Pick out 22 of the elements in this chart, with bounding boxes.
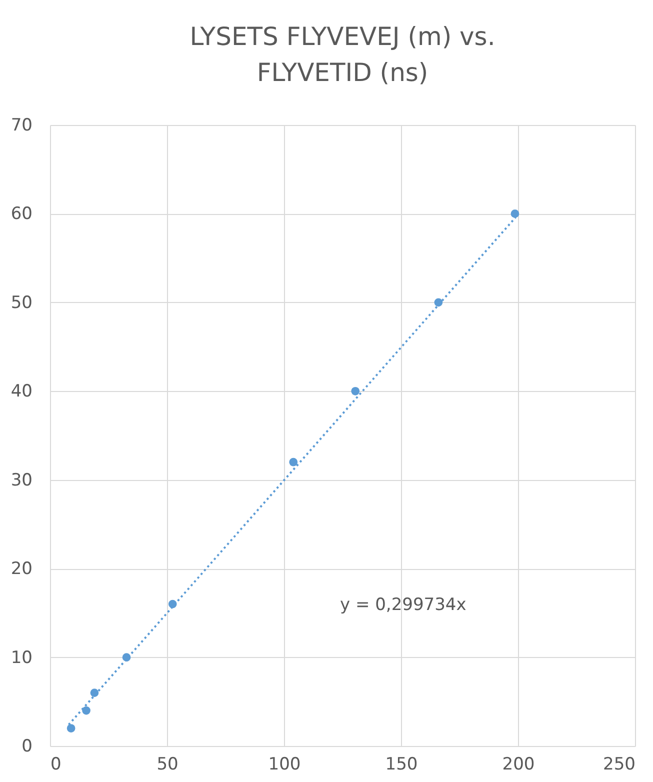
y-tick-label: 60 bbox=[10, 204, 32, 224]
y-tick-label: 40 bbox=[10, 382, 32, 402]
point bbox=[351, 386, 360, 396]
x-tick-label: 200 bbox=[502, 754, 535, 774]
y-tick-label: 20 bbox=[10, 559, 32, 580]
y-tick-label: 0 bbox=[22, 736, 32, 756]
x-tick-label: 100 bbox=[268, 754, 301, 774]
y-tick-label: 30 bbox=[10, 470, 32, 490]
point bbox=[82, 706, 90, 715]
x-tick-label: 250 bbox=[603, 754, 636, 774]
point bbox=[90, 688, 99, 697]
annotation: y = 0,299734x bbox=[340, 595, 466, 615]
x-tick-label: 50 bbox=[156, 754, 178, 774]
x-tick-label: 0 bbox=[50, 754, 62, 774]
x-tick-label: 150 bbox=[385, 754, 418, 774]
point bbox=[66, 724, 76, 732]
y-tick-label: 50 bbox=[10, 292, 32, 313]
point bbox=[510, 210, 520, 218]
point bbox=[289, 458, 298, 466]
chart-title: LYSETS FLYVEVEJ (m) vs. FLYVETID (ns) bbox=[190, 22, 496, 87]
y-tick-label: 70 bbox=[10, 116, 32, 136]
y-tick-label: 10 bbox=[10, 648, 32, 668]
